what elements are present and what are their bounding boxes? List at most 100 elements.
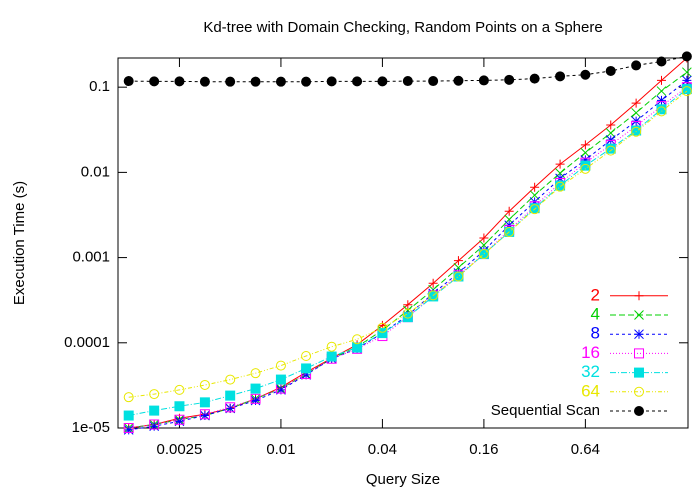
legend-label: 16: [581, 343, 600, 362]
marker: [123, 425, 134, 435]
series-line: [128, 88, 688, 416]
marker: [250, 368, 261, 379]
marker: [555, 71, 566, 82]
marker: [403, 300, 413, 310]
marker: [123, 392, 134, 403]
marker: [504, 74, 515, 85]
marker: [301, 370, 311, 380]
x-tick-label: 0.04: [368, 441, 397, 458]
marker: [402, 308, 413, 319]
marker: [555, 159, 565, 169]
marker: [631, 126, 642, 137]
marker: [656, 75, 666, 85]
marker: [555, 181, 566, 192]
marker: [250, 393, 261, 404]
marker: [225, 374, 236, 385]
marker: [149, 76, 160, 87]
x-axis-label: Query Size: [366, 471, 440, 488]
marker: [301, 76, 312, 87]
marker: [402, 76, 413, 87]
marker: [555, 168, 565, 178]
marker: [605, 143, 616, 154]
marker: [478, 249, 489, 260]
series-line: [128, 71, 688, 429]
x-tick-label: 0.16: [469, 441, 498, 458]
legend-label: 4: [591, 304, 600, 323]
marker: [149, 405, 160, 416]
marker: [326, 341, 337, 352]
marker: [352, 334, 363, 345]
marker: [428, 290, 439, 301]
marker: [580, 147, 591, 158]
marker: [631, 107, 641, 118]
x-tick-label: 0.64: [571, 441, 600, 458]
marker: [682, 75, 692, 86]
legend-marker: [634, 406, 644, 416]
y-tick-label: 0.0001: [64, 334, 110, 351]
series-line: [128, 90, 688, 398]
marker: [631, 98, 641, 108]
marker: [275, 360, 286, 371]
marker: [174, 414, 185, 425]
marker: [250, 395, 261, 406]
marker: [453, 256, 463, 266]
marker: [631, 60, 642, 71]
marker: [478, 75, 489, 86]
legend-label: Sequential Scan: [491, 402, 600, 419]
marker: [656, 106, 667, 117]
marker: [352, 76, 363, 87]
marker: [352, 342, 363, 353]
marker: [275, 374, 286, 385]
marker: [174, 401, 185, 412]
marker: [301, 363, 312, 374]
y-axis-label: Execution Time (s): [11, 181, 28, 305]
plot-frame: [117, 57, 689, 429]
marker: [605, 65, 616, 76]
marker: [174, 76, 185, 87]
marker: [529, 73, 540, 84]
legend-marker: [634, 367, 644, 378]
y-tick-label: 0.01: [81, 163, 110, 180]
chart-title: Kd-tree with Domain Checking, Random Poi…: [203, 19, 602, 36]
x-tick-label: 0.0025: [156, 441, 202, 458]
marker: [580, 163, 591, 174]
marker: [529, 190, 540, 201]
legend-marker: [634, 310, 644, 320]
marker: [174, 384, 185, 395]
y-tick-label: 1e-05: [72, 419, 110, 436]
marker: [199, 379, 210, 390]
series-line: [128, 57, 688, 429]
marker: [225, 390, 236, 401]
legend-marker: [634, 291, 644, 301]
marker: [453, 75, 464, 86]
marker: [377, 76, 388, 87]
marker: [225, 76, 236, 87]
legend-label: 64: [581, 381, 600, 400]
marker: [428, 278, 438, 288]
marker: [377, 322, 388, 333]
marker: [606, 120, 616, 130]
marker: [149, 419, 160, 430]
marker: [681, 51, 692, 62]
marker: [377, 328, 388, 339]
marker: [275, 76, 286, 87]
y-tick-label: 0.1: [89, 78, 110, 95]
marker: [682, 67, 692, 78]
y-tick-label: 0.001: [72, 249, 110, 266]
marker: [301, 350, 312, 361]
marker: [225, 402, 236, 413]
marker: [200, 410, 210, 421]
legend-marker: [634, 348, 644, 359]
marker: [656, 95, 667, 106]
marker: [123, 423, 134, 433]
legend-label: 2: [591, 285, 600, 304]
marker: [453, 271, 464, 282]
marker: [681, 84, 692, 95]
marker: [681, 86, 692, 97]
marker: [656, 56, 667, 67]
marker: [174, 416, 185, 427]
marker: [529, 204, 540, 215]
marker: [580, 155, 591, 165]
marker: [199, 409, 210, 420]
legend-label: 8: [591, 324, 600, 343]
